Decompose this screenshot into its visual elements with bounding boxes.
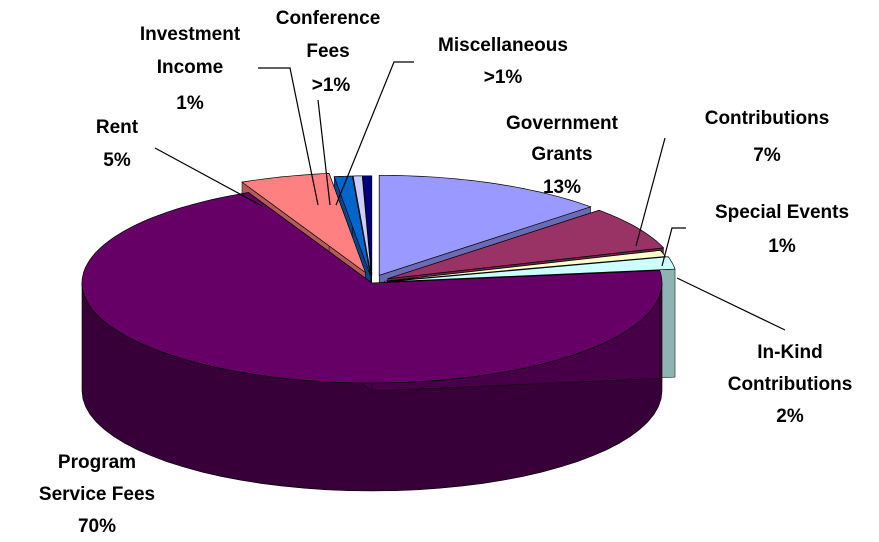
slice-percent: 2% [776,406,804,427]
label-in-kind-contributions: 2% In-Kind Contributions [728,342,853,427]
slice-percent: 13% [543,177,581,198]
slice-label: Investment Income [140,24,241,78]
label-conference-fees: Conference Fees >1% [276,8,381,96]
slice-label: Program Service Fees [39,452,155,505]
slice-label: Miscellaneous [438,35,568,56]
leader-line [661,227,686,267]
slice-percent: 7% [753,145,781,166]
slice-miscellaneous [362,175,373,276]
label-government-grants: 13% Government Grants [506,113,619,198]
label-investment-income: Investment Income 1% [140,24,241,114]
label-program-service-fees: 70% Program Service Fees [39,452,155,537]
leader-line [258,67,319,206]
slice-investment-income [333,175,371,276]
slice-percent: 70% [78,516,116,537]
slice-government-grants [378,174,592,276]
slice-label: Government Grants [506,113,619,165]
slice-percent: 1% [176,93,204,114]
leader-lines [154,61,786,331]
leader-line [335,61,414,206]
slice-percent: >1% [312,75,351,96]
slice-in-kind-contributions [387,256,676,283]
slice-label: In-Kind Contributions [728,342,853,395]
slice-conference-fees [352,175,372,276]
slice-label: Contributions [705,108,830,129]
leader-line [317,99,331,206]
slice-percent: >1% [484,67,523,88]
slice-percent: 5% [103,150,131,171]
leader-line [676,277,786,331]
slice-rent [241,173,367,274]
leader-line [635,137,666,247]
slice-label: Conference Fees [276,8,381,62]
label-contributions: Contributions 7% [705,108,830,166]
pie-top [81,173,676,384]
slice-percent: 1% [768,236,796,257]
slice-program-service-fees [81,192,663,384]
label-miscellaneous: Miscellaneous >1% [438,35,568,88]
slice-label: Special Events [715,202,849,223]
slice-contributions [387,209,665,280]
slice-label: Rent [96,117,139,138]
label-special-events: Special Events 1% [715,202,849,257]
leader-line [154,147,263,207]
label-rent: Rent 5% [96,117,139,171]
